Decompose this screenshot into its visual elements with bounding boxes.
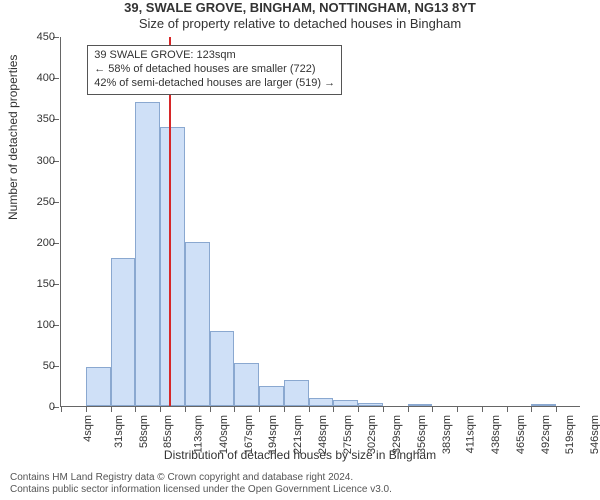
y-tick-label: 200 [17,237,55,249]
x-tick [531,406,532,412]
y-tick-label: 150 [17,278,55,290]
x-tick [185,406,186,412]
histogram-bar [185,242,210,406]
attribution-line-1: Contains HM Land Registry data © Crown c… [10,472,590,484]
histogram-bar [234,363,259,406]
x-tick-label: 58sqm [138,415,150,448]
x-tick [556,406,557,412]
x-tick [482,406,483,412]
histogram-bar [135,102,160,406]
y-tick-label: 350 [17,113,55,125]
x-tick-label: 31sqm [113,415,125,448]
annotation-line: 42% of semi-detached houses are larger (… [94,77,335,91]
annotation-box: 39 SWALE GROVE: 123sqm← 58% of detached … [87,45,342,94]
x-tick [333,406,334,412]
histogram-bar [531,404,556,406]
x-tick [507,406,508,412]
x-tick [358,406,359,412]
page-title: 39, SWALE GROVE, BINGHAM, NOTTINGHAM, NG… [0,0,600,16]
histogram-bar [284,380,309,406]
histogram-bar [333,400,358,407]
y-tick-label: 400 [17,72,55,84]
y-tick-label: 300 [17,155,55,167]
annotation-line: 39 SWALE GROVE: 123sqm [94,49,335,63]
histogram-bar [111,258,136,406]
x-tick [383,406,384,412]
histogram-bar [259,386,284,406]
x-tick [86,406,87,412]
x-tick [160,406,161,412]
x-tick-label: 4sqm [82,415,94,442]
x-tick [210,406,211,412]
histogram-bar [210,331,235,407]
attribution-line-2: Contains public sector information licen… [10,484,590,496]
x-tick [309,406,310,412]
histogram-bar [408,404,433,406]
x-tick [432,406,433,412]
x-axis-label: Distribution of detached houses by size … [0,448,600,462]
x-tick [284,406,285,412]
attribution-text: Contains HM Land Registry data © Crown c… [10,472,590,496]
annotation-line: ← 58% of detached houses are smaller (72… [94,63,335,77]
x-tick [234,406,235,412]
x-tick [135,406,136,412]
y-tick-label: 100 [17,319,55,331]
x-tick-label: 85sqm [162,415,174,448]
y-tick-label: 0 [17,401,55,413]
y-tick-label: 50 [17,360,55,372]
page-subtitle: Size of property relative to detached ho… [0,16,600,32]
histogram-bar [358,403,383,406]
histogram-bar [86,367,111,406]
y-tick-label: 250 [17,196,55,208]
x-tick [408,406,409,412]
x-tick [61,406,62,412]
x-tick [457,406,458,412]
chart-area: 0501001502002503003504004504sqm31sqm58sq… [60,37,580,407]
y-tick-label: 450 [17,31,55,43]
histogram-bar [309,398,334,406]
x-tick [259,406,260,412]
histogram-bar [160,127,185,407]
x-tick [111,406,112,412]
